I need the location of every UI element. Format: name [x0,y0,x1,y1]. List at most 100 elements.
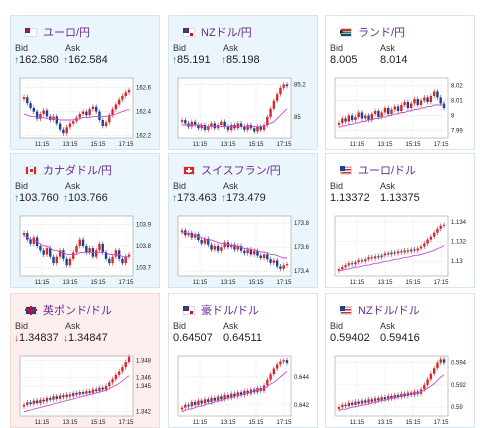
candle-body [193,234,197,238]
rate-tile-0[interactable]: ユーロ/円 Bid Ask ↑162.580 ↑162.584 162.6 162.4 162… [10,15,160,150]
tile-title[interactable]: ユーロ/ドル [340,162,416,178]
bid-label: Bid [15,43,29,53]
bid-value-text: 173.463 [177,192,217,204]
candle-body [357,260,360,263]
candle-body [22,97,26,99]
candle-body [370,257,374,259]
y-tick-label: 1.348 [136,358,152,364]
candle-body [390,252,393,255]
x-tick-label: 13:15 [220,142,236,148]
candle-body [65,127,68,134]
x-tick-label: 17:15 [118,142,134,148]
rate-tile-8[interactable]: NZドル/ドル Bid Ask 0.59402 0.59416 0.594 0.592 0.5… [325,293,475,428]
candle-body [249,389,253,394]
rate-tile-2[interactable]: ランド/円 Bid Ask 8.005 8.014 8.02 8.01 8 7.99 11:15 1… [325,15,475,150]
candle-body [111,256,114,264]
candle-body [354,262,357,265]
currency-pair-label[interactable]: NZドル/ドル [358,305,420,317]
candle-body [233,244,236,250]
candle-body [344,118,347,122]
y-tick-label: 7.99 [451,129,463,135]
currency-pair-label[interactable]: カナダドル/円 [43,165,113,177]
candle-body [207,126,210,130]
currency-pair-label[interactable]: NZドル/円 [201,27,252,39]
candle-body [39,399,42,404]
candle-body [223,395,226,400]
candle-body [220,247,223,251]
candle-body [350,402,354,405]
candle-body [68,123,72,128]
ask-value: ↓1.34847 [63,332,108,344]
currency-pair-label[interactable]: ユーロ/ドル [358,165,417,177]
candle-body [239,123,243,127]
price-chart: 1.134 1.132 1.13 11:15 13:15 15:15 17:15 [334,215,467,286]
currency-pair-label[interactable]: ユーロ/円 [43,27,91,39]
candle-body [436,362,439,369]
candle-body [393,394,396,399]
rate-tile-7[interactable]: 豪ドル/ドル Bid Ask 0.64507 0.64511 0.644 0.642 11:1… [168,293,318,428]
candle-body [104,122,108,126]
price-chart: 162.6 162.4 162.2 11:15 13:15 15:15 17:15 [19,77,152,148]
candle-body [114,250,118,257]
tile-title[interactable]: 豪ドル/ドル [183,302,259,318]
currency-pair-label[interactable]: スイスフラン/円 [201,165,281,177]
ask-value: ↑173.479 [221,192,266,204]
y-tick-label: 173.8 [294,221,310,227]
tile-title[interactable]: スイスフラン/円 [183,162,281,178]
candle-body [367,257,370,260]
candle-body [233,393,236,397]
candle-body [226,395,230,398]
za-flag-icon [340,27,358,37]
rate-tile-6[interactable]: 英ポンド/ドル Bid Ask ↓1.34837 ↓1.34847 1.348 1.346 1… [10,293,160,428]
candle-body [256,126,259,132]
candle-body [285,84,289,87]
candle-body [236,246,239,250]
candle-body [22,404,26,407]
candle-body [207,399,210,403]
candle-body [400,393,403,398]
rate-tile-4[interactable]: スイスフラン/円 Bid Ask ↑173.463 ↑173.479 173.8 173.6… [168,153,318,288]
tile-title[interactable]: 英ポンド/ドル [25,302,112,318]
candle-body [101,120,104,126]
candle-body [337,407,341,409]
candle-body [354,401,357,405]
candle-body [88,391,91,393]
currency-pair-label[interactable]: ランド/円 [358,27,406,39]
candle-body [275,94,279,101]
candle-body [406,102,410,108]
candle-body [357,401,360,404]
candle-body [344,404,347,406]
tile-title[interactable]: カナダドル/円 [25,162,112,178]
y-tick-label: 1.345 [136,384,152,390]
y-tick-label: 8.01 [451,99,463,105]
rate-tile-3[interactable]: カナダドル/円 Bid Ask ↑103.760 ↑103.766 103.9 103.8 1… [10,153,160,288]
tile-title[interactable]: NZドル/ドル [340,302,420,318]
tile-title[interactable]: NZドル/円 [183,24,252,40]
candle-body [426,379,429,385]
x-tick-label: 15:15 [248,280,264,286]
tile-title[interactable]: ランド/円 [340,24,405,40]
candle-body [200,400,203,404]
bid-value-text: 85.191 [177,54,211,66]
tile-title[interactable]: ユーロ/円 [25,24,90,40]
candle-body [52,256,55,264]
x-tick-label: 13:15 [377,142,393,148]
moving-average-line [338,245,445,272]
candle-body [29,239,32,244]
candle-body [442,224,446,226]
arrow-up-icon: ↑ [14,55,19,66]
bid-value: 1.13372 [330,192,370,204]
candle-body [337,269,341,271]
candle-body [442,103,446,108]
y-tick-label: 0.644 [294,375,310,381]
rate-tile-1[interactable]: NZドル/円 Bid Ask ↑85.191 ↑85.198 85.2 85 11:15 13:… [168,15,318,150]
currency-pair-label[interactable]: 英ポンド/ドル [43,305,113,317]
candle-body [272,100,276,109]
rate-tile-5[interactable]: ユーロ/ドル Bid Ask 1.13372 1.13375 1.134 1.132 1.13… [325,153,475,288]
moving-average-line [23,108,130,121]
candle-body [72,392,75,397]
candle-body [98,243,101,251]
currency-pair-label[interactable]: 豪ドル/ドル [201,305,260,317]
candle-body [22,233,26,235]
candle-body [62,129,65,134]
